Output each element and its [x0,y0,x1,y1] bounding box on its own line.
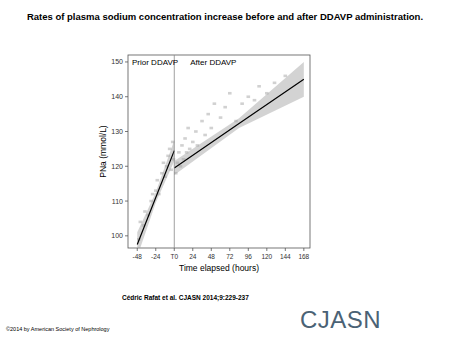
confidence-band [174,62,304,175]
y-tick-label: 120 [111,163,123,170]
y-tick [125,235,128,236]
marks [137,62,304,248]
data-point [200,120,204,123]
data-point [191,141,195,144]
regression-line [137,151,174,245]
data-point [180,144,184,147]
data-point [240,102,244,105]
data-point [257,85,261,88]
data-point [151,193,155,196]
x-tick [211,248,212,251]
data-point [143,210,147,213]
x-tick-label: -48 [133,253,143,260]
logo: CJASN [300,306,381,333]
y-tick-label: 130 [111,128,123,135]
x-tick [248,248,249,251]
data-point [186,127,190,130]
x-tick-label: T0 [170,253,178,260]
y-tick-label: 100 [111,232,123,239]
x-axis-label: Time elapsed (hours) [179,263,259,273]
x-tick [266,248,267,251]
x-tick-label: 168 [298,253,309,260]
data-point [177,151,181,154]
x-tick [155,248,156,251]
y-tick [125,131,128,132]
y-tick-label: 140 [111,93,123,100]
data-point [183,137,187,140]
title: Rates of plasma sodium concentration inc… [27,11,423,22]
data-point [162,162,166,165]
data-point [223,106,227,109]
data-point [284,75,288,78]
plot-frame [128,55,310,248]
y-tick [125,96,128,97]
data-point [139,221,143,224]
y-tick [125,201,128,202]
data-point [156,179,160,182]
x-tick [192,248,193,251]
y-tick [125,61,128,62]
citation: Cédric Rafat et al. CJASN 2014;9:229-237 [122,294,249,302]
data-point [209,127,213,130]
x-tick-label: -24 [151,253,161,260]
y-tick-label: 150 [111,58,123,65]
copyright: ©2014 by American Society of Nephrology [6,326,110,332]
data-point [228,92,232,95]
x-tick [285,248,286,251]
data-point [188,148,192,151]
data-point [219,116,223,119]
x-tick-label: 24 [189,253,197,260]
x-tick [303,248,304,251]
x-tick-label: 48 [208,253,216,260]
data-point [253,99,257,102]
data-point [247,95,251,98]
chart: Rates of plasma sodium concentration inc… [0,0,450,338]
data-point [203,134,207,137]
x-tick-label: 144 [280,253,291,260]
annotation: Prior DDAVP [132,58,178,67]
regression-line [174,79,304,168]
x-tick [229,248,230,251]
x-tick [137,248,138,251]
x-tick-label: 96 [245,253,253,260]
reference-line [174,55,175,248]
x-tick [174,248,175,251]
data-point [194,130,198,133]
y-axis-label: PNa (mmol/L) [98,125,108,178]
y-tick-label: 110 [112,198,123,205]
data-point [273,82,277,85]
x-tick-label: 120 [261,253,272,260]
annotation: After DDAVP [190,58,236,67]
x-tick-label: 72 [226,253,234,260]
data-point [213,102,217,105]
confidence-band [137,140,174,248]
data-point [206,113,210,116]
y-tick [125,166,128,167]
